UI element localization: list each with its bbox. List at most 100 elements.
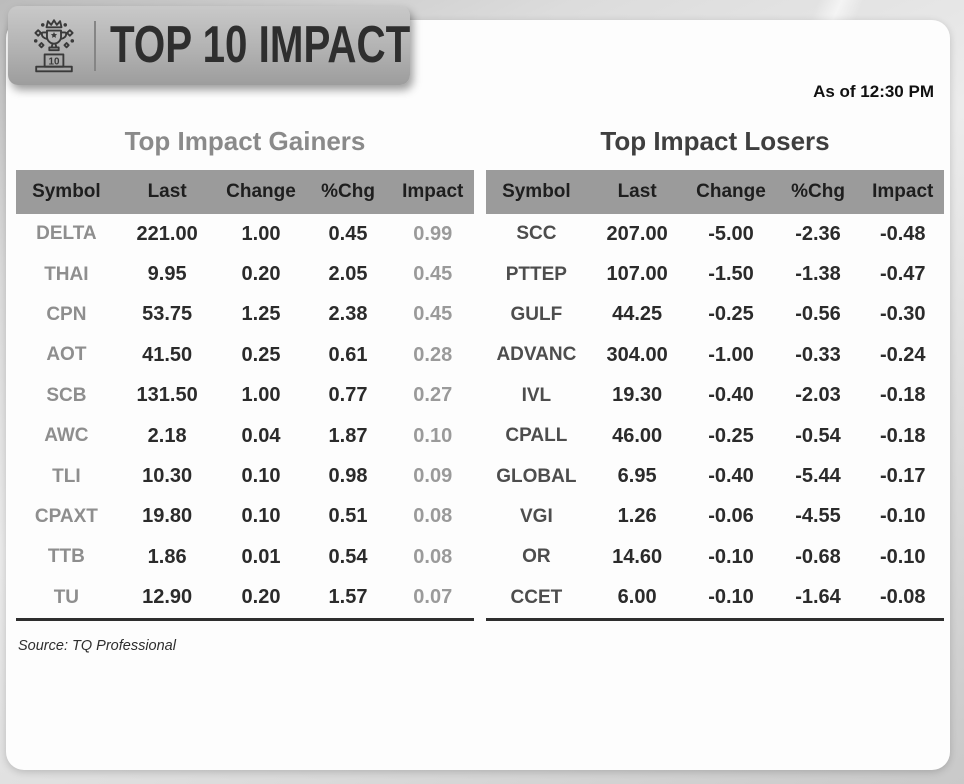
cell-impact: 0.09 (413, 465, 453, 488)
cell-pctchg: 0.45 (328, 222, 368, 245)
cell-last: 14.60 (612, 545, 663, 568)
cell-pctchg: -1.64 (795, 586, 841, 609)
cell-last: 53.75 (142, 303, 193, 326)
cell-last: 131.50 (136, 384, 198, 407)
losers-col-change: Change (696, 181, 766, 202)
cell-symbol: PTTEP (505, 263, 567, 285)
cell-last: 12.90 (142, 586, 193, 609)
cell-symbol: ADVANC (496, 344, 577, 366)
cell-impact: 0.10 (413, 424, 453, 447)
cell-symbol: IVL (521, 384, 552, 406)
losers-table-row: GULF 44.25 -0.25 -0.56 -0.30 (486, 294, 944, 336)
cell-impact: -0.18 (879, 424, 926, 447)
cell-symbol: AOT (46, 344, 87, 366)
gainers-header-row: Symbol Last Change %Chg Impact (16, 170, 474, 214)
cell-change: -5.00 (708, 222, 754, 245)
cell-impact: -0.18 (879, 384, 926, 407)
cell-change: -0.25 (708, 303, 754, 326)
cell-symbol: CCET (510, 586, 563, 608)
losers-table-row: GLOBAL 6.95 -0.40 -5.44 -0.17 (486, 456, 944, 497)
cell-pctchg: -2.03 (795, 384, 841, 407)
gainers-col-last: Last (147, 181, 187, 202)
cell-pctchg: 2.38 (328, 303, 368, 326)
cell-pctchg: -2.36 (795, 222, 841, 245)
cell-impact: -0.47 (879, 263, 926, 286)
losers-col-impact: Impact (872, 181, 934, 202)
gainers-col-pctchg: %Chg (321, 181, 375, 202)
cell-pctchg: -5.44 (795, 465, 841, 488)
cell-pctchg: 2.05 (328, 263, 368, 286)
cell-pctchg: 1.57 (328, 586, 368, 609)
cell-last: 1.86 (147, 545, 187, 568)
cell-last: 6.95 (617, 465, 657, 488)
page-title: TOP 10 IMPACT (110, 16, 411, 75)
gainers-table-row: CPN 53.75 1.25 2.38 0.45 (16, 294, 474, 336)
cell-pctchg: 0.54 (328, 545, 368, 568)
gainers-table-row: TU 12.90 0.20 1.57 0.07 (16, 577, 474, 618)
trophy-podium-icon: 10 (24, 15, 84, 77)
cell-last: 41.50 (142, 343, 193, 366)
cell-last: 1.26 (617, 505, 657, 528)
cell-symbol: TLI (52, 465, 81, 487)
gainers-table-row: THAI 9.95 0.20 2.05 0.45 (16, 254, 474, 295)
cell-change: -1.50 (708, 263, 754, 286)
gainers-table-row: TTB 1.86 0.01 0.54 0.08 (16, 537, 474, 578)
losers-table-row: ADVANC 304.00 -1.00 -0.33 -0.24 (486, 335, 944, 376)
cell-impact: 0.28 (413, 343, 453, 366)
cell-last: 207.00 (606, 222, 668, 245)
cell-change: 1.25 (241, 303, 281, 326)
cell-change: -1.00 (708, 343, 754, 366)
losers-table-row: SCC 207.00 -5.00 -2.36 -0.48 (486, 214, 944, 255)
cell-symbol: GLOBAL (496, 465, 577, 487)
losers-table-row: OR 14.60 -0.10 -0.68 -0.10 (486, 537, 944, 578)
cell-change: 0.20 (241, 263, 281, 286)
cell-last: 107.00 (606, 263, 668, 286)
cell-last: 44.25 (612, 303, 663, 326)
cell-last: 6.00 (617, 586, 657, 609)
banner-divider (94, 20, 96, 71)
cell-impact: 0.27 (413, 384, 453, 407)
cell-change: 1.00 (241, 222, 281, 245)
cell-change: 0.10 (241, 505, 281, 528)
cell-change: 0.04 (241, 424, 281, 447)
losers-table-row: VGI 1.26 -0.06 -4.55 -0.10 (486, 496, 944, 538)
gainers-table-row: CPAXT 19.80 0.10 0.51 0.08 (16, 496, 474, 538)
gainers-col-change: Change (226, 181, 296, 202)
cell-last: 221.00 (136, 222, 198, 245)
cell-symbol: VGI (520, 505, 553, 527)
cell-symbol: THAI (44, 263, 89, 285)
losers-section-title: Top Impact Losers (600, 126, 830, 156)
losers-header-row: Symbol Last Change %Chg Impact (486, 170, 944, 214)
cell-last: 19.80 (142, 505, 193, 528)
cell-symbol: CPN (46, 303, 87, 325)
losers-table-row: CPALL 46.00 -0.25 -0.54 -0.18 (486, 415, 944, 457)
cell-impact: 0.99 (413, 222, 453, 245)
content-card: As of 12:30 PM Top Impact Gainers Symbol… (6, 20, 950, 770)
losers-col-pctchg: %Chg (791, 181, 845, 202)
gainers-table-row: SCB 131.50 1.00 0.77 0.27 (16, 375, 474, 416)
cell-impact: -0.10 (879, 505, 926, 528)
cell-pctchg: 0.77 (328, 384, 368, 407)
cell-change: 1.00 (241, 384, 281, 407)
cell-symbol: TTB (47, 546, 85, 568)
cell-change: -0.10 (708, 586, 754, 609)
cell-pctchg: 0.98 (328, 465, 368, 488)
cell-symbol: DELTA (36, 223, 97, 245)
cell-pctchg: -0.54 (795, 424, 841, 447)
losers-table-row: CCET 6.00 -0.10 -1.64 -0.08 (486, 577, 944, 618)
gainers-table-row: TLI 10.30 0.10 0.98 0.09 (16, 456, 474, 497)
cell-impact: 0.08 (413, 505, 453, 528)
cell-impact: 0.08 (413, 545, 453, 568)
cell-symbol: TU (53, 586, 80, 608)
cell-pctchg: -0.56 (795, 303, 841, 326)
cell-change: -0.06 (708, 505, 754, 528)
losers-table-row: PTTEP 107.00 -1.50 -1.38 -0.47 (486, 254, 944, 295)
losers-table: Symbol Last Change %Chg Impact SCC 207.0… (486, 170, 944, 621)
cell-impact: -0.48 (879, 222, 926, 245)
cell-pctchg: -4.55 (795, 505, 841, 528)
gainers-col-impact: Impact (402, 181, 464, 202)
losers-table-row: IVL 19.30 -0.40 -2.03 -0.18 (486, 375, 944, 416)
cell-change: -0.40 (708, 384, 754, 407)
cell-impact: -0.24 (879, 343, 926, 366)
